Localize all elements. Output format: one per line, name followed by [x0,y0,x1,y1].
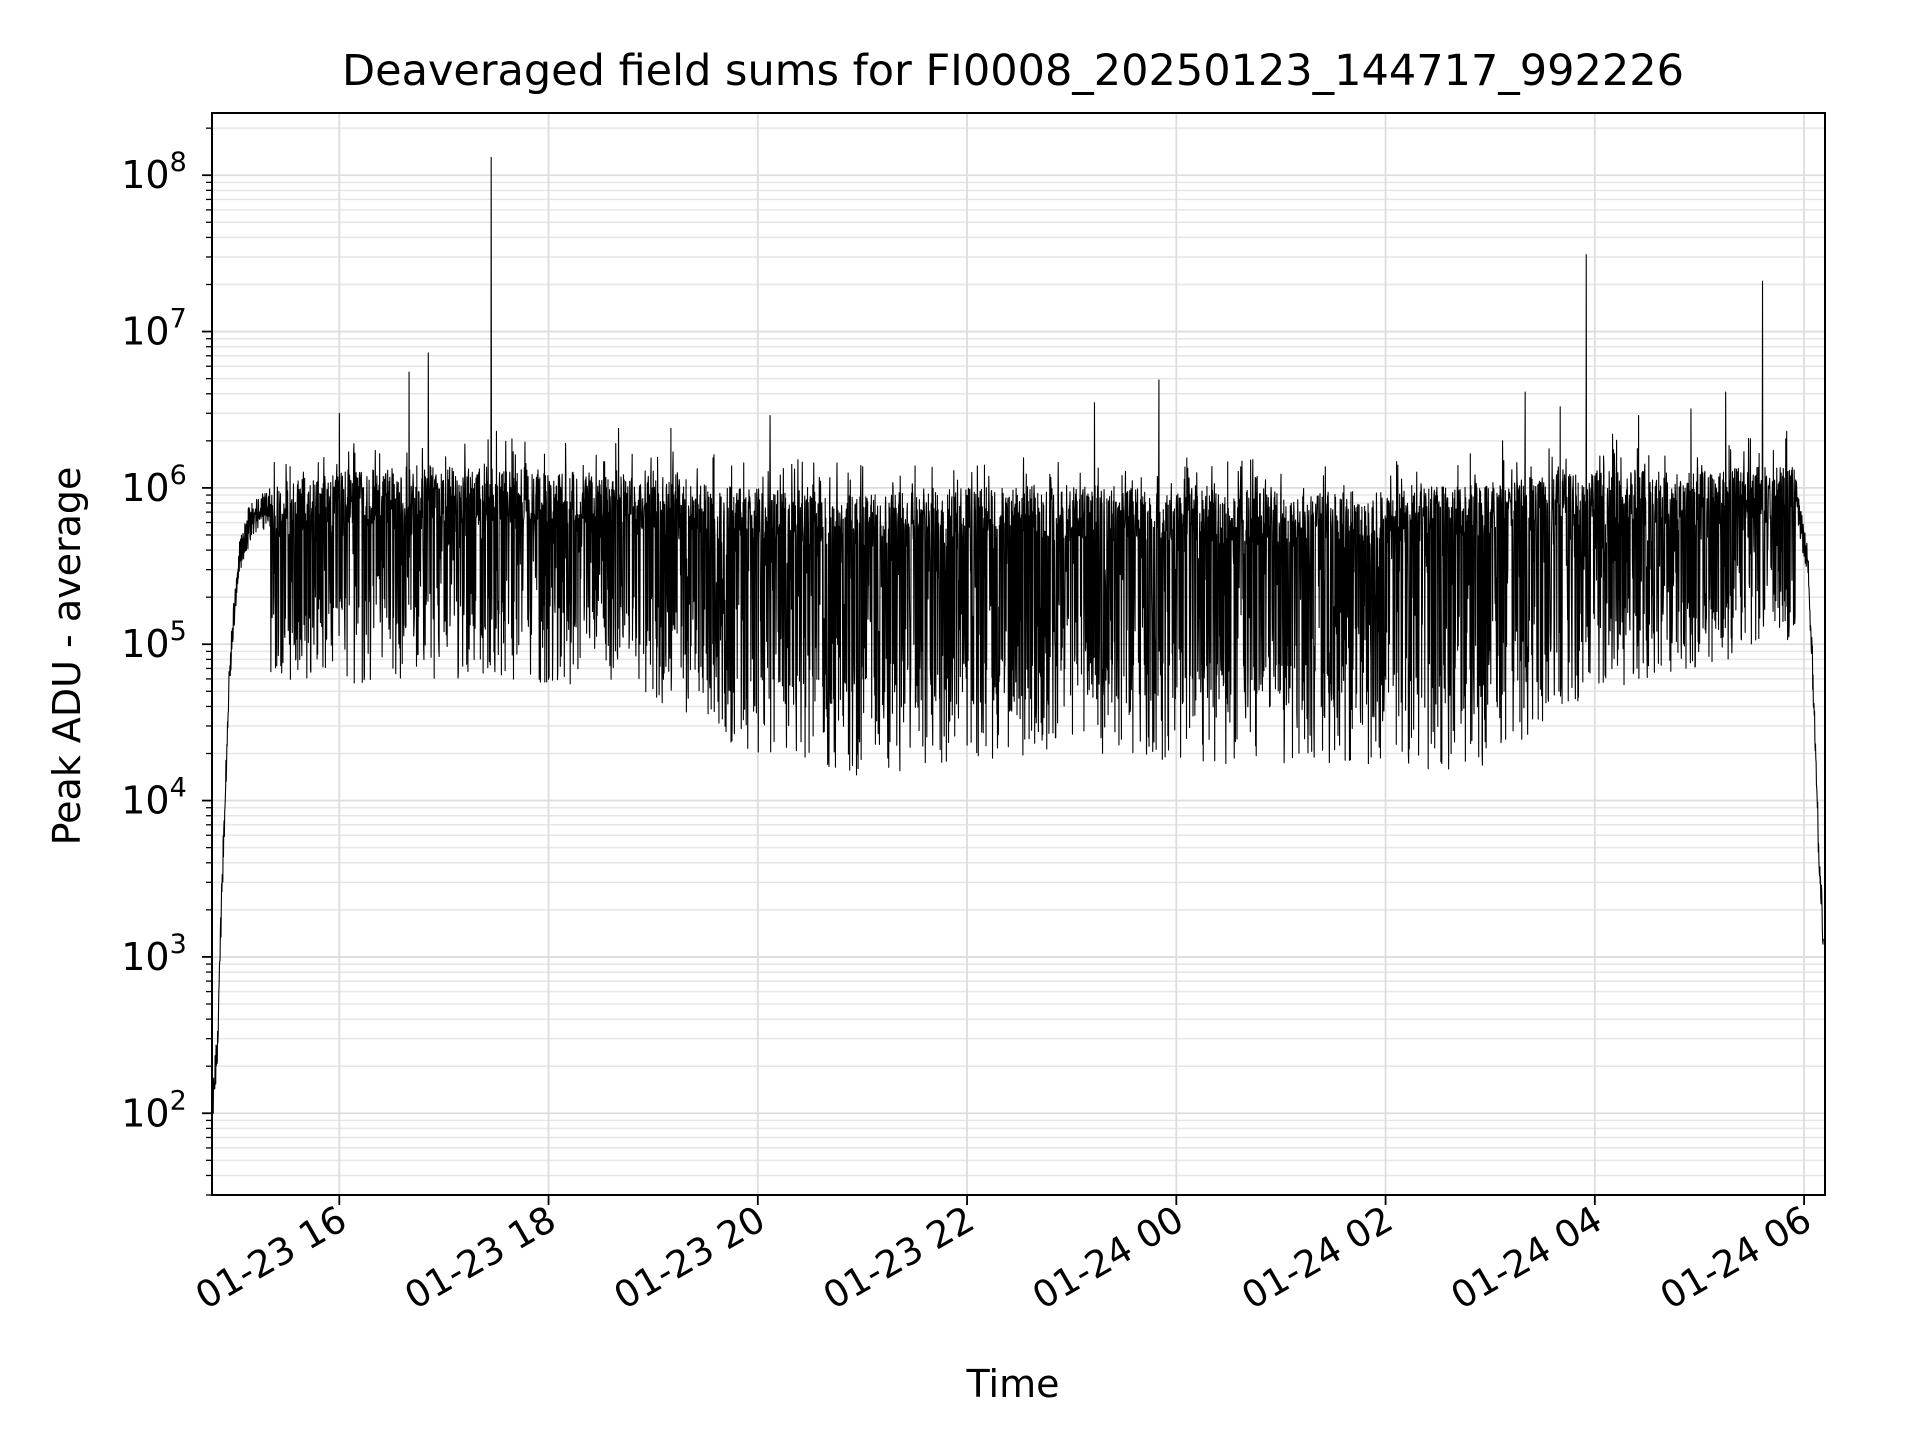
chart-title: Deaveraged field sums for FI0008_2025012… [342,46,1684,96]
series-trace [211,156,1824,1114]
series-line [211,156,1824,1114]
x-axis-label: Time [966,1362,1060,1406]
y-axis-label: Peak ADU - average [45,467,89,846]
y-tick-label: 104 [121,773,187,823]
plot-frame [211,112,1826,1196]
